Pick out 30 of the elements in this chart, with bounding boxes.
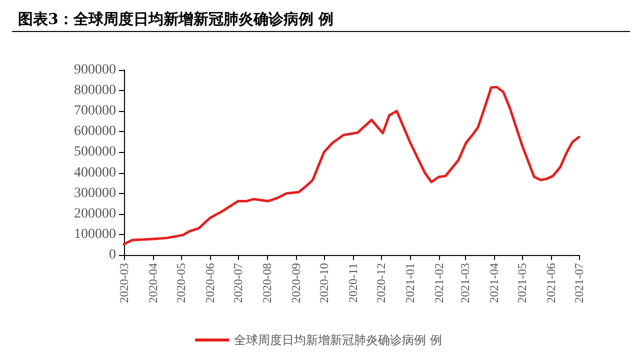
x-tick-label: 2021-05 [515,263,530,303]
x-tick-label: 2020-12 [374,263,388,303]
chart-title: 图表3：全球周度日均新增新冠肺炎确诊病例 例 [12,6,630,32]
x-tick-label: 2020-05 [174,263,188,303]
x-tick-label: 2020-08 [260,263,274,303]
y-tick-label: 700000 [74,104,116,119]
y-tick-label: 200000 [74,206,116,222]
y-tick-label: 900000 [74,62,116,78]
y-tick-label: 800000 [74,83,116,98]
x-tick-label: 2020-04 [146,263,160,303]
x-tick-label: 2021-07 [572,263,586,303]
x-tick-label: 2020-07 [230,263,245,303]
y-tick-label: 600000 [74,124,116,140]
x-tick-label: 2020-09 [288,263,303,303]
y-tick-label: 300000 [74,186,116,201]
x-tick-label: 2021-06 [544,263,558,303]
y-tick-label: 500000 [74,144,116,160]
x-tick-label: 2020-10 [316,263,331,303]
x-tick-label: 2020-06 [202,263,217,303]
y-tick-label: 100000 [74,226,116,242]
x-tick-label: 2020-11 [346,263,360,303]
x-tick-label: 2021-04 [486,263,501,303]
y-tick-label: 400000 [74,165,116,180]
x-tick-label: 2021-01 [402,263,417,303]
line-series [122,86,580,246]
legend-label: 全球周度日均新增新冠肺炎确诊病例 例 [234,333,442,347]
x-tick-label: 2020-03 [117,263,131,303]
y-tick-label: 0 [109,248,116,262]
x-tick-label: 2021-02 [432,263,446,303]
x-tick-label: 2021-03 [458,263,472,303]
